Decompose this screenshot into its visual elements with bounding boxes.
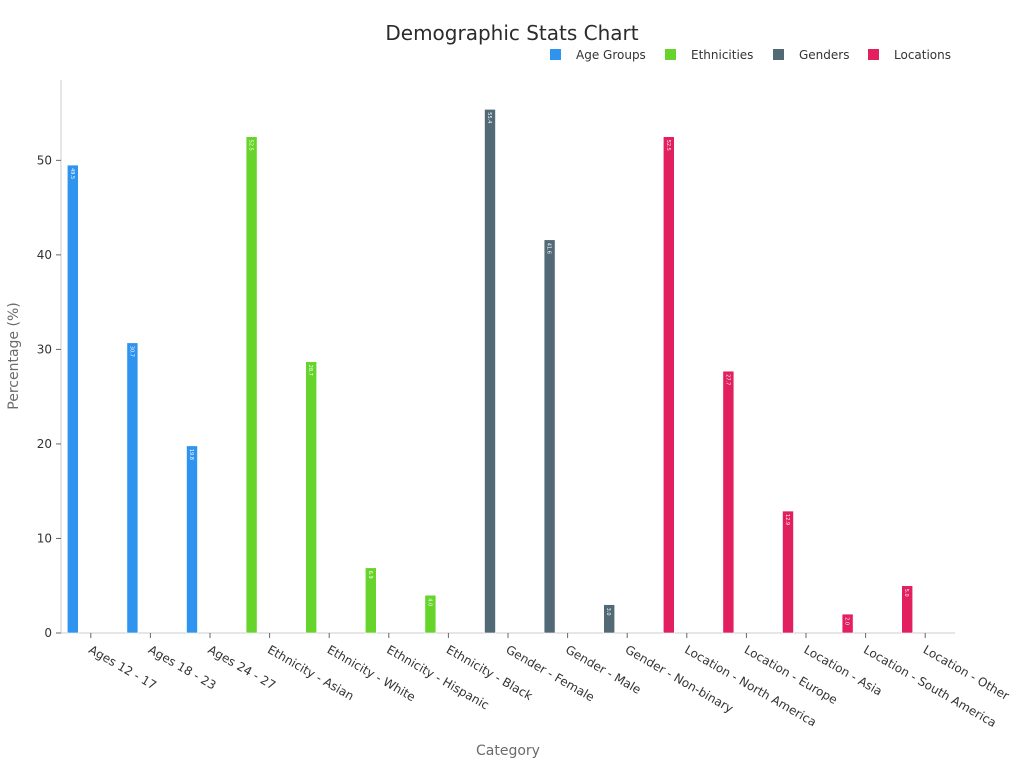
data-label: 52.5 xyxy=(248,140,254,151)
legend-swatch xyxy=(665,49,676,60)
bar xyxy=(305,361,318,634)
data-label: 27.7 xyxy=(724,374,730,385)
bar xyxy=(662,136,675,634)
bar xyxy=(841,613,854,634)
bar xyxy=(424,594,437,634)
data-label: 30.7 xyxy=(128,346,134,357)
legend-swatch xyxy=(773,49,784,60)
x-tick-label: Gender - Non-binary xyxy=(623,642,736,715)
x-axis-label: Category xyxy=(476,743,540,759)
axes: 0 10 20 30 40 50 xyxy=(37,80,955,640)
data-label: 49.5 xyxy=(69,168,75,179)
data-label: 55.4 xyxy=(486,112,492,123)
data-label: 28.7 xyxy=(307,365,313,376)
bar xyxy=(186,445,198,634)
bar xyxy=(126,342,139,634)
bar xyxy=(364,567,377,634)
data-label: 4.0 xyxy=(426,598,432,606)
data-label: 52.5 xyxy=(665,140,671,151)
legend-swatch xyxy=(868,49,879,60)
legend-label: Genders xyxy=(799,48,849,62)
y-tick-label: 40 xyxy=(37,248,52,262)
data-label: 12.9 xyxy=(784,514,790,525)
bar xyxy=(901,585,914,634)
data-label: 5.0 xyxy=(903,589,909,597)
bar xyxy=(67,164,79,634)
data-label: 3.0 xyxy=(605,608,611,616)
data-label: 6.9 xyxy=(367,571,373,579)
bar xyxy=(722,370,735,634)
bars: 49.5 30.7 19.8 52.5 28.7 6.9 4.0 55.4 41.6 3.0 52.… xyxy=(67,109,914,634)
bar xyxy=(484,109,496,634)
y-tick-label: 0 xyxy=(44,626,52,640)
bar xyxy=(782,510,794,634)
legend: Age Groups Ethnicities Genders Locations xyxy=(550,48,951,62)
x-tick-label: Ethnicity - Hispanic xyxy=(384,642,491,712)
legend-label: Locations xyxy=(894,48,951,62)
y-axis-label: Percentage (%) xyxy=(6,302,22,409)
data-label: 19.8 xyxy=(188,449,194,460)
legend-label: Ethnicities xyxy=(691,48,753,62)
data-label: 2.0 xyxy=(844,617,850,625)
y-tick-label: 10 xyxy=(37,531,52,545)
legend-label: Age Groups xyxy=(576,48,646,62)
bar xyxy=(603,604,616,634)
legend-swatch xyxy=(550,49,561,60)
y-tick-label: 50 xyxy=(37,153,52,167)
bar xyxy=(543,239,556,634)
y-tick-label: 30 xyxy=(37,342,52,356)
chart-title: Demographic Stats Chart xyxy=(385,21,638,45)
y-tick-label: 20 xyxy=(37,437,52,451)
bar xyxy=(245,136,258,634)
data-label: 41.6 xyxy=(546,243,552,254)
